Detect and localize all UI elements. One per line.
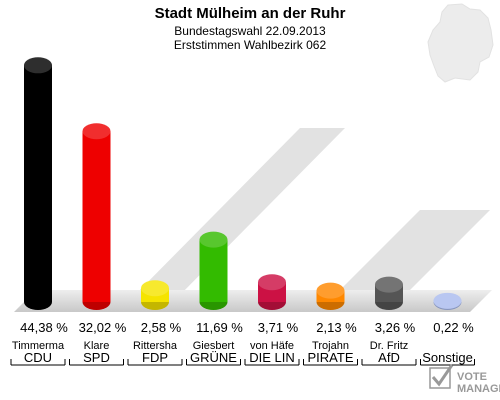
value-labels-group: 44,38 % 32,02 % 2,58 % 11,69 % 3,71 % 2,13 % 3… [20,320,474,335]
value-label-die-lin: 3,71 % [258,320,299,335]
bars-group [24,57,462,310]
background-shading [130,128,490,300]
bar-spd [82,123,111,310]
bar-sonstige [433,292,462,310]
bar-gr-ne [199,231,228,310]
party-label-pirate: PIRATE [308,350,354,365]
logo-line-2: MANAGER [457,383,500,395]
candidate-label-pirate: Trojahn [312,340,349,352]
value-label-fdp: 2,58 % [141,320,182,335]
candidate-label-die-lin: von Häfe [250,340,294,352]
logo-check-icon [431,364,454,387]
bar-fdp [141,280,169,310]
bar-pirate [316,282,345,310]
party-label-fdp: FDP [142,350,168,365]
chart-subtitle-1: Bundestagswahl 22.09.2013 [174,24,326,38]
chart-subtitle-2: Erststimmen Wahlbezirk 062 [174,38,327,52]
vote-manager-logo: VOTE MANAGER [429,364,500,395]
chart-title: Stadt Mülheim an der Ruhr [155,5,346,22]
candidate-label-afd: Dr. Fritz [370,340,409,352]
value-label-spd: 32,02 % [79,320,127,335]
value-label-gr-ne: 11,69 % [196,320,243,335]
bar-cdu [24,57,52,310]
value-label-afd: 3,26 % [375,320,416,335]
logo-line-1: VOTE [457,371,487,383]
value-label-cdu: 44,38 % [20,320,68,335]
party-label-die-lin: DIE LIN [249,350,295,365]
party-label-spd: SPD [83,350,110,365]
candidate-label-fdp: Rittersha [133,340,178,352]
value-label-pirate: 2,13 % [316,320,357,335]
germany-map-icon [427,3,494,83]
bar-afd [375,276,403,310]
party-label-afd: AfD [378,350,400,365]
party-label-gr-ne: GRÜNE [190,350,237,365]
candidate-label-spd: Klare [84,340,110,352]
candidate-label-gr-ne: Giesbert [193,340,235,352]
value-label-sonstige: 0,22 % [433,320,474,335]
bar-die-lin [258,274,286,310]
candidate-label-cdu: Timmerma [12,340,65,352]
party-label-sonstige: Sonstige [422,350,473,365]
chart-floor [14,290,492,312]
party-label-cdu: CDU [24,350,52,365]
